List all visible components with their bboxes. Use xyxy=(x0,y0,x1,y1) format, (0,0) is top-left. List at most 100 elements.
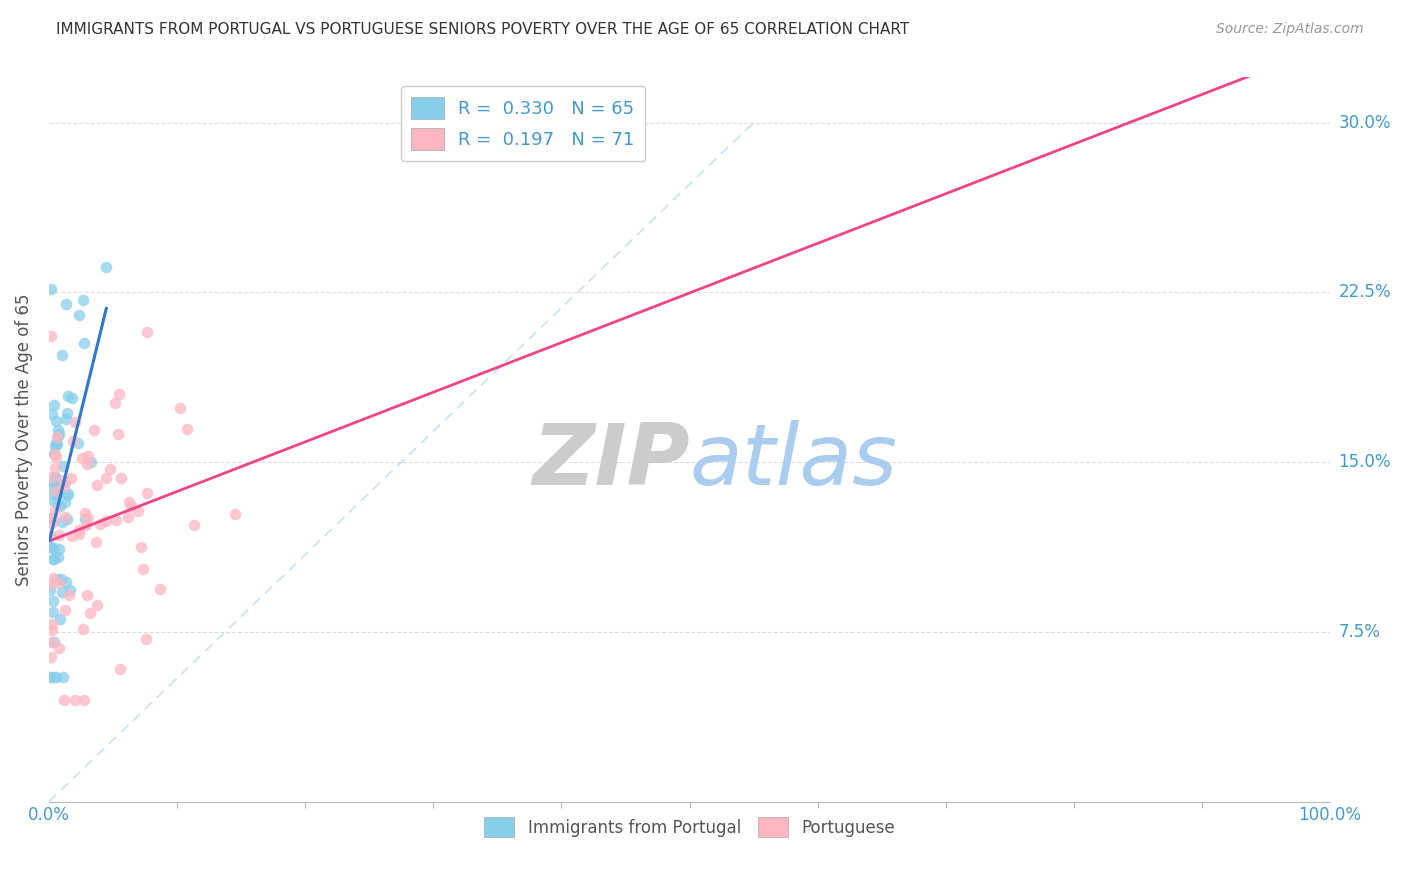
Point xyxy=(117,509,139,524)
Point xyxy=(42,541,65,556)
Point xyxy=(86,477,108,491)
Point xyxy=(75,518,97,533)
Point xyxy=(76,457,98,471)
Point xyxy=(39,577,62,591)
Point xyxy=(45,430,67,444)
Point xyxy=(70,450,93,465)
Point xyxy=(73,692,96,706)
Point xyxy=(44,470,66,484)
Point xyxy=(55,412,77,426)
Point xyxy=(67,308,90,322)
Point xyxy=(38,670,60,684)
Legend: Immigrants from Portugal, Portuguese: Immigrants from Portugal, Portuguese xyxy=(478,810,901,844)
Point xyxy=(45,414,67,428)
Point xyxy=(46,429,69,443)
Point xyxy=(76,449,98,463)
Point xyxy=(107,387,129,401)
Point xyxy=(105,513,128,527)
Point xyxy=(41,541,63,556)
Point xyxy=(42,552,65,566)
Point xyxy=(48,426,70,441)
Point xyxy=(52,478,75,492)
Point xyxy=(63,415,86,429)
Text: 7.5%: 7.5% xyxy=(1339,623,1381,640)
Point xyxy=(51,572,73,586)
Point xyxy=(41,594,63,608)
Point xyxy=(49,477,72,491)
Point xyxy=(108,662,131,676)
Point xyxy=(52,473,75,487)
Point xyxy=(118,495,141,509)
Point xyxy=(51,585,73,599)
Text: ZIP: ZIP xyxy=(531,420,689,503)
Point xyxy=(67,527,90,541)
Point xyxy=(39,649,62,664)
Point xyxy=(72,623,94,637)
Point xyxy=(72,293,94,308)
Point xyxy=(176,422,198,436)
Point xyxy=(49,612,72,626)
Text: IMMIGRANTS FROM PORTUGAL VS PORTUGUESE SENIORS POVERTY OVER THE AGE OF 65 CORREL: IMMIGRANTS FROM PORTUGAL VS PORTUGUESE S… xyxy=(56,22,910,37)
Point xyxy=(45,483,67,497)
Point xyxy=(41,407,63,421)
Point xyxy=(53,692,76,706)
Point xyxy=(129,540,152,554)
Point xyxy=(39,479,62,493)
Point xyxy=(76,589,98,603)
Point xyxy=(44,447,66,461)
Point xyxy=(53,509,76,524)
Point xyxy=(94,514,117,528)
Point xyxy=(60,471,83,485)
Point xyxy=(39,282,62,296)
Point xyxy=(42,475,65,489)
Point xyxy=(45,484,67,499)
Point xyxy=(46,498,69,512)
Point xyxy=(44,439,66,453)
Point xyxy=(134,632,156,647)
Point xyxy=(51,347,73,361)
Point xyxy=(65,692,87,706)
Point xyxy=(48,641,70,656)
Point xyxy=(79,606,101,620)
Point xyxy=(44,447,66,461)
Point xyxy=(48,528,70,542)
Text: 30.0%: 30.0% xyxy=(1339,113,1391,132)
Point xyxy=(46,550,69,565)
Text: Source: ZipAtlas.com: Source: ZipAtlas.com xyxy=(1216,22,1364,37)
Point xyxy=(56,512,79,526)
Point xyxy=(42,670,65,684)
Point xyxy=(127,504,149,518)
Point xyxy=(59,582,82,597)
Point xyxy=(53,495,76,509)
Point xyxy=(107,427,129,442)
Point xyxy=(52,458,75,473)
Point xyxy=(103,395,125,409)
Point xyxy=(58,588,80,602)
Point xyxy=(86,535,108,549)
Point xyxy=(94,471,117,485)
Point xyxy=(42,399,65,413)
Point xyxy=(38,583,60,598)
Point xyxy=(96,260,118,274)
Point xyxy=(51,670,73,684)
Point xyxy=(48,487,70,501)
Point xyxy=(83,423,105,437)
Text: 15.0%: 15.0% xyxy=(1339,453,1391,471)
Point xyxy=(110,471,132,485)
Point xyxy=(48,541,70,556)
Point xyxy=(39,539,62,553)
Point xyxy=(49,500,72,514)
Point xyxy=(48,424,70,438)
Point xyxy=(45,670,67,684)
Point xyxy=(45,450,67,464)
Point xyxy=(73,506,96,520)
Point xyxy=(42,552,65,566)
Point xyxy=(136,486,159,500)
Point xyxy=(132,562,155,576)
Point xyxy=(42,570,65,584)
Point xyxy=(55,574,77,589)
Point xyxy=(42,486,65,500)
Point xyxy=(169,401,191,416)
Point xyxy=(98,461,121,475)
Y-axis label: Seniors Poverty Over the Age of 65: Seniors Poverty Over the Age of 65 xyxy=(15,293,32,586)
